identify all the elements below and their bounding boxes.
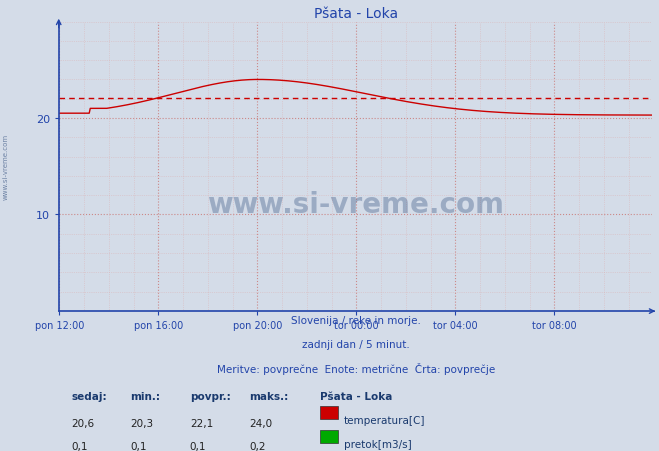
Text: www.si-vreme.com: www.si-vreme.com — [2, 134, 9, 200]
Text: www.si-vreme.com: www.si-vreme.com — [208, 190, 504, 218]
Text: povpr.:: povpr.: — [190, 391, 231, 401]
Text: sedaj:: sedaj: — [71, 391, 107, 401]
Text: 22,1: 22,1 — [190, 418, 213, 428]
Text: maks.:: maks.: — [249, 391, 289, 401]
Title: Pšata - Loka: Pšata - Loka — [314, 7, 398, 21]
Text: 0,1: 0,1 — [71, 441, 88, 451]
Text: pretok[m3/s]: pretok[m3/s] — [344, 439, 412, 449]
Text: 20,6: 20,6 — [71, 418, 94, 428]
Text: Pšata - Loka: Pšata - Loka — [320, 391, 393, 401]
Text: 0,1: 0,1 — [130, 441, 147, 451]
Text: Meritve: povprečne  Enote: metrične  Črta: povprečje: Meritve: povprečne Enote: metrične Črta:… — [217, 363, 495, 374]
Text: temperatura[C]: temperatura[C] — [344, 415, 426, 425]
Text: 0,2: 0,2 — [249, 441, 266, 451]
Text: 0,1: 0,1 — [190, 441, 206, 451]
Bar — [320, 406, 338, 419]
Text: zadnji dan / 5 minut.: zadnji dan / 5 minut. — [302, 339, 410, 349]
Text: min.:: min.: — [130, 391, 161, 401]
Bar — [320, 430, 338, 442]
Text: 24,0: 24,0 — [249, 418, 272, 428]
Text: 20,3: 20,3 — [130, 418, 154, 428]
Text: Slovenija / reke in morje.: Slovenija / reke in morje. — [291, 315, 421, 325]
